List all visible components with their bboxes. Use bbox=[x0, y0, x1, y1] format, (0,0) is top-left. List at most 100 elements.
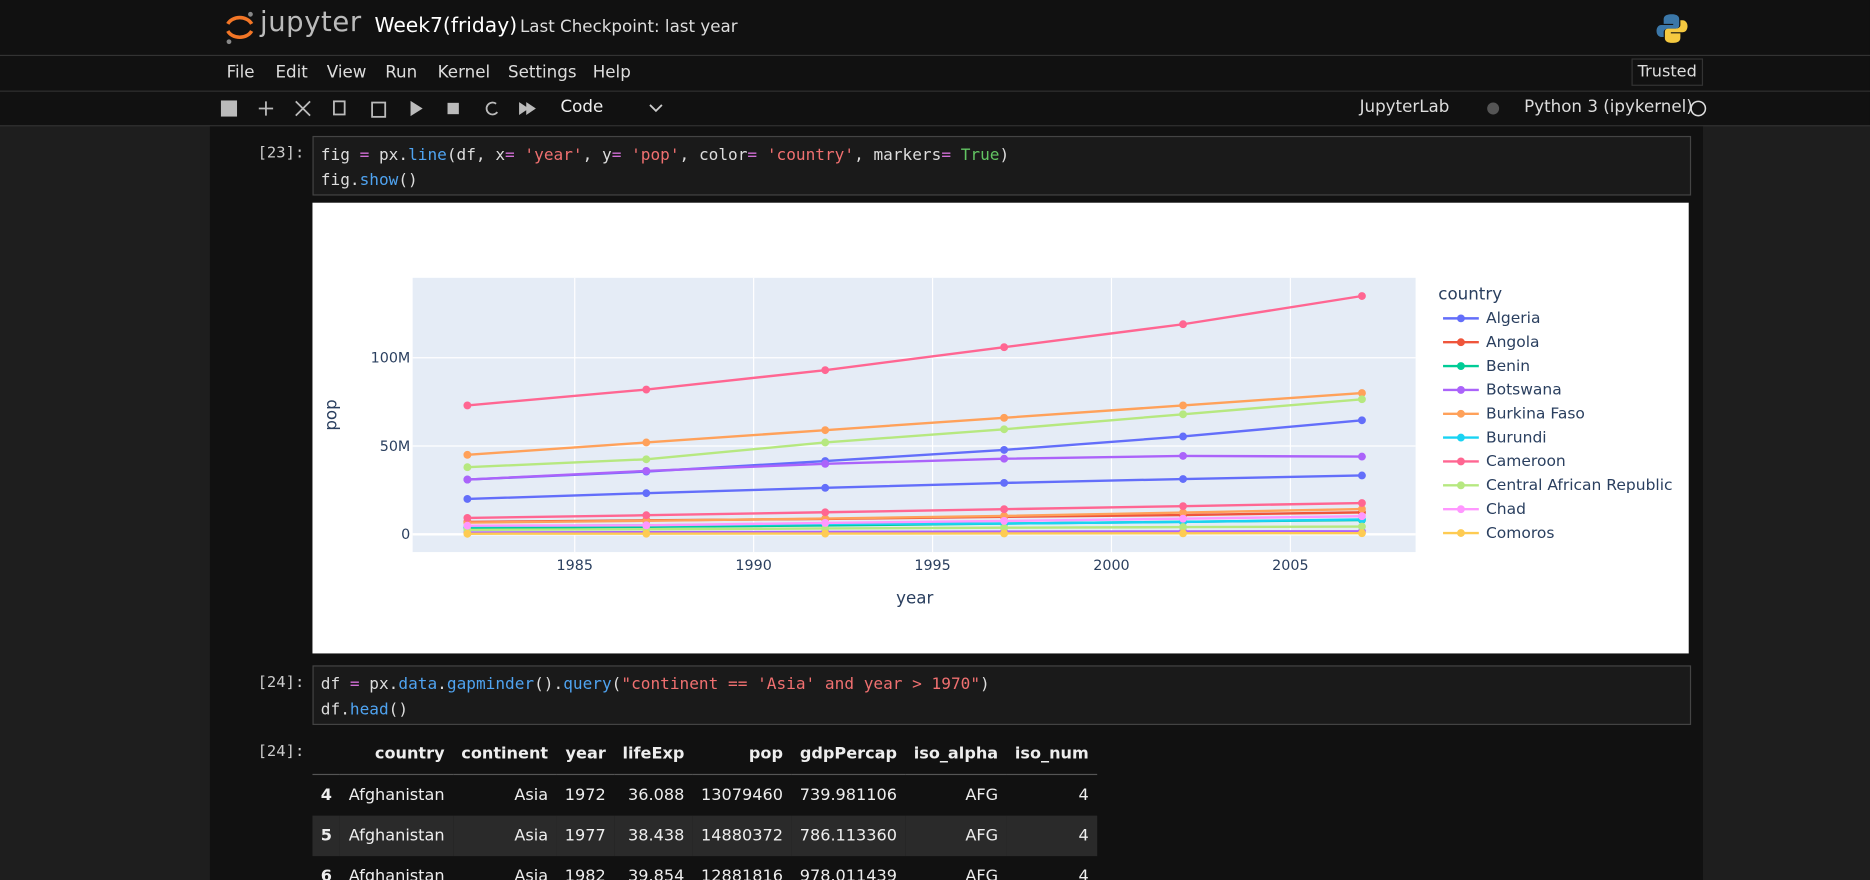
legend-marker bbox=[1456, 457, 1465, 466]
code-token: df bbox=[320, 674, 350, 694]
code-token: show bbox=[359, 170, 399, 190]
plot-area bbox=[412, 277, 1416, 553]
x-tick-label: 1990 bbox=[735, 558, 771, 574]
code-token: "continent == 'Asia' and year > 1970" bbox=[621, 674, 981, 694]
dropdown-arrow[interactable] bbox=[649, 103, 663, 115]
code-token: (df, x bbox=[446, 145, 506, 165]
kernel-name[interactable]: Python 3 (ipykernel) bbox=[1524, 97, 1693, 117]
legend-label[interactable]: Cameroon bbox=[1486, 452, 1566, 470]
marker bbox=[463, 401, 472, 410]
toolbar-icons bbox=[220, 100, 536, 118]
menu-item[interactable]: View bbox=[326, 63, 367, 83]
legend-label[interactable]: Burundi bbox=[1486, 428, 1547, 446]
code-token: px. bbox=[359, 674, 399, 694]
menu-item[interactable]: Kernel bbox=[437, 63, 491, 83]
legend-label[interactable]: Chad bbox=[1486, 500, 1526, 518]
code-token: px. bbox=[369, 145, 409, 165]
marker bbox=[1000, 425, 1009, 434]
legend-label[interactable]: Algeria bbox=[1486, 309, 1540, 327]
marker bbox=[1179, 475, 1187, 483]
legend-label[interactable]: Comoros bbox=[1486, 524, 1554, 542]
legend-marker bbox=[1456, 433, 1465, 442]
menu-item[interactable]: Edit bbox=[275, 63, 308, 83]
legend-label[interactable]: Central African Republic bbox=[1486, 476, 1673, 494]
marker bbox=[1179, 432, 1187, 441]
code-token: ( bbox=[611, 674, 622, 694]
legend-label[interactable]: Benin bbox=[1486, 357, 1530, 375]
jupyter-logo-icon bbox=[226, 11, 254, 45]
marker bbox=[1179, 410, 1187, 419]
marker bbox=[1000, 445, 1009, 454]
marker bbox=[463, 529, 472, 538]
menu-item[interactable]: Help bbox=[592, 63, 631, 83]
menu-item[interactable]: Settings bbox=[508, 63, 577, 83]
table-cell: 4 bbox=[1078, 785, 1089, 805]
line-series bbox=[467, 294, 1363, 407]
marker bbox=[821, 508, 830, 517]
code-token: () bbox=[398, 170, 418, 190]
code-cell[interactable]: df = px.data.gapminder().query("continen… bbox=[312, 665, 1692, 725]
marker bbox=[1358, 529, 1366, 538]
code-token: . bbox=[437, 674, 447, 694]
table-cell: AFG bbox=[965, 785, 999, 805]
code-token: , markers bbox=[854, 145, 942, 165]
line-series bbox=[467, 454, 1362, 481]
code-token: (). bbox=[534, 674, 564, 694]
code-cell[interactable]: fig = px.line(df, x= 'year', y= 'pop', c… bbox=[312, 135, 1692, 196]
header-cell: country bbox=[340, 733, 453, 776]
cut-icon[interactable] bbox=[295, 100, 311, 117]
code-token: query bbox=[563, 674, 612, 694]
code-token: df. bbox=[320, 699, 350, 720]
checkpoint: Last Checkpoint: last year bbox=[519, 17, 738, 37]
jupyterlab-link[interactable]: JupyterLab bbox=[1359, 97, 1450, 117]
trusted-indicator[interactable]: Trusted bbox=[1631, 58, 1704, 86]
row-index: 6 bbox=[320, 866, 333, 880]
menu-item[interactable]: File bbox=[226, 63, 255, 83]
marker bbox=[1358, 395, 1366, 404]
marker bbox=[1179, 529, 1187, 538]
line-series bbox=[467, 398, 1363, 469]
menu-item[interactable]: Run bbox=[385, 63, 418, 83]
code-token: = bbox=[349, 674, 360, 694]
table-cell: Asia bbox=[514, 785, 549, 805]
code-token: fig bbox=[320, 145, 360, 165]
notebook-title[interactable]: Week7(friday) bbox=[374, 14, 518, 39]
restart-icon[interactable] bbox=[485, 101, 499, 116]
marker bbox=[642, 511, 651, 520]
legend-label[interactable]: Angola bbox=[1486, 333, 1540, 351]
legend: Algeria Angola Benin Botswana Burkina Faso Bu… bbox=[1443, 309, 1673, 542]
plot-output: year pop country 1985 1990 1995 2000 2005 0 50… bbox=[312, 202, 1689, 654]
code-token: () bbox=[388, 699, 409, 720]
run-all-icon[interactable] bbox=[519, 102, 536, 115]
legend-label[interactable]: Botswana bbox=[1486, 381, 1562, 399]
marker bbox=[821, 438, 830, 447]
header-cell: iso_num bbox=[1006, 733, 1098, 776]
paste-icon[interactable] bbox=[371, 101, 387, 118]
code-line: fig.show() bbox=[321, 168, 1683, 193]
run-icon[interactable] bbox=[410, 100, 423, 117]
cell-type-dropdown[interactable]: Code bbox=[560, 97, 604, 117]
save-icon[interactable] bbox=[220, 100, 238, 117]
legend-marker bbox=[1456, 362, 1465, 371]
stop-icon[interactable] bbox=[447, 102, 459, 115]
marker bbox=[1000, 505, 1009, 514]
line-series bbox=[467, 507, 1362, 524]
header-row: country continent year lifeExp pop gdpPercap i… bbox=[312, 733, 1098, 776]
debugger-icon[interactable] bbox=[1484, 99, 1503, 118]
code-token: 'pop' bbox=[631, 145, 680, 165]
header-cell: continent bbox=[452, 733, 557, 776]
legend-label[interactable]: Burkina Faso bbox=[1486, 405, 1585, 423]
copy-icon[interactable] bbox=[333, 100, 346, 116]
table-cell: 1972 bbox=[564, 785, 606, 805]
table-cell: Asia bbox=[514, 866, 549, 880]
add-cell-icon[interactable] bbox=[258, 101, 274, 116]
y-axis-title: pop bbox=[321, 399, 340, 430]
marker bbox=[463, 514, 472, 522]
code-token: line bbox=[408, 145, 447, 165]
marker bbox=[1179, 401, 1187, 410]
table-cell: 38.438 bbox=[614, 815, 693, 857]
jupyter-logo-text[interactable]: jupyter bbox=[259, 7, 362, 39]
marker bbox=[1358, 389, 1366, 398]
x-tick-label: 2005 bbox=[1272, 558, 1308, 574]
